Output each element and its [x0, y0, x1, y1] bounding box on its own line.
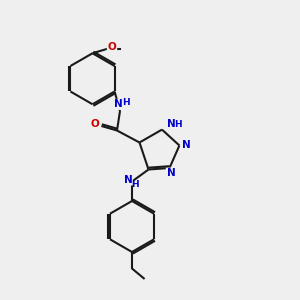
- Text: H: H: [122, 98, 130, 107]
- Text: O: O: [90, 119, 99, 130]
- Text: N: N: [114, 99, 123, 110]
- Text: N: N: [124, 175, 132, 185]
- Text: N: N: [167, 118, 176, 129]
- Text: N: N: [182, 140, 190, 151]
- Text: N: N: [167, 168, 176, 178]
- Text: O: O: [108, 42, 116, 52]
- Text: H: H: [131, 180, 139, 189]
- Text: H: H: [175, 120, 182, 129]
